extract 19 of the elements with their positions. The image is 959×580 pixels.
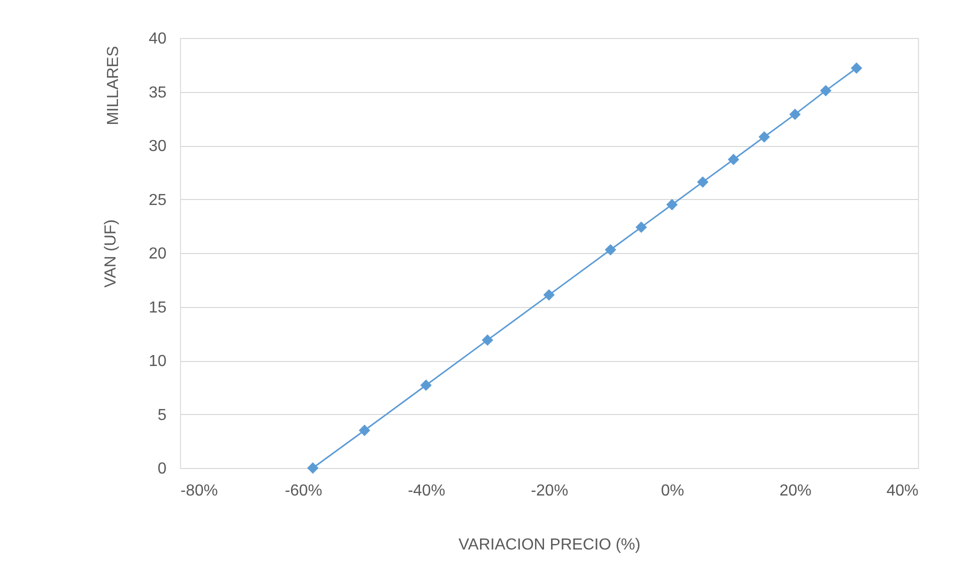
y-tick-label: 35 [148,84,167,102]
x-tick-label: -40% [408,482,446,500]
x-tick-label: 0% [660,482,684,500]
y-tick-label: 40 [148,30,167,48]
text: MILLARES [105,46,122,126]
y-tick-label: 15 [148,299,167,316]
y-tick-label: 25 [148,192,167,209]
y-tick-label: 20 [148,246,167,262]
x-tick-label: 20% [779,482,812,500]
y-axis-title: VAN (UF) [102,219,120,288]
x-tick-label: -20% [530,482,568,500]
x-axis-title: VARIACION PRECIO (%) [458,536,640,554]
x-tick-label: -60% [284,482,322,500]
x-tick-label: -80% [180,482,218,500]
x-tick-label: 40% [886,482,918,500]
y-tick-label: 5 [158,406,167,424]
y-tick-label: 0 [158,460,167,478]
y-tick-label: 30 [148,138,167,155]
y-tick-label: 10 [148,353,167,370]
